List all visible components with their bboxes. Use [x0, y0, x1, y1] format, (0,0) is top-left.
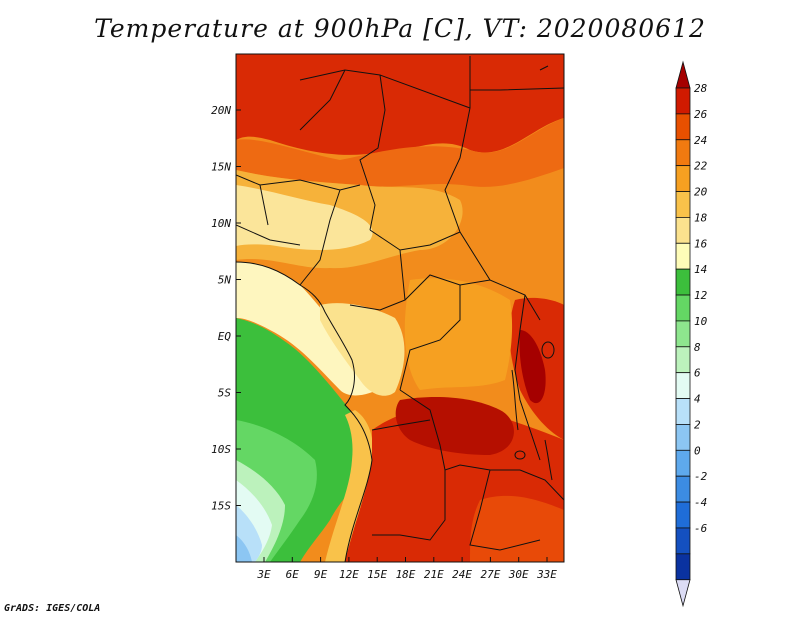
colorbar-label: -6: [694, 522, 708, 535]
latitude-axis: 20N 15N 10N 5N EQ 5S 10S 15S: [211, 104, 241, 513]
congo-basin-field: [404, 278, 513, 390]
colorbar-label: 16: [694, 237, 708, 250]
west-africa-cool: [236, 185, 373, 250]
colorbar-label: 28: [694, 82, 708, 95]
lakes: [511, 341, 555, 481]
colorbar-label: 26: [694, 108, 708, 121]
central-africa-field: [320, 303, 405, 396]
lon-label: 3E: [256, 568, 271, 581]
lat-label: EQ: [218, 330, 232, 343]
lon-label: 6E: [286, 568, 300, 581]
colorbar-swatch: [675, 320, 691, 348]
colorbar-label: 6: [694, 367, 701, 380]
lon-label: 12E: [339, 568, 359, 581]
colorbar-swatch: [675, 113, 691, 141]
colorbar-swatch: [675, 501, 691, 529]
lat-label: 10N: [211, 217, 231, 230]
colorbar-label: 18: [694, 211, 708, 224]
colorbar-swatch: [675, 294, 691, 322]
colorbar-top-arrow: [675, 60, 691, 89]
colorbar-label: 12: [694, 289, 708, 302]
north-orange-band: [236, 118, 564, 187]
temperature-field: [236, 54, 564, 562]
colorbar-label: -2: [694, 470, 708, 483]
colorbar-label: 10: [694, 315, 708, 328]
lon-label: 30E: [508, 568, 529, 581]
colorbar-label: 24: [694, 134, 707, 147]
colorbar-label: -4: [694, 496, 707, 509]
colorbar-swatch: [675, 165, 691, 192]
colorbar-swatch: [675, 346, 691, 374]
lat-label: 5N: [218, 274, 232, 287]
figure-title: Temperature at 900hPa [C], VT: 202008061…: [94, 14, 706, 43]
country-borders: [236, 56, 564, 562]
colorbar-label: 20: [694, 186, 708, 199]
lon-label: 27E: [480, 568, 500, 581]
colorbar-label: 0: [694, 444, 701, 457]
lon-label: 15E: [367, 568, 387, 581]
atlantic-blue: [236, 535, 252, 562]
lat-label: 15S: [211, 500, 231, 513]
longitude-axis: 3E 6E 9E 12E 15E 18E 21E 24E 27E 30E 33E: [256, 557, 557, 581]
colorbar-label: 8: [694, 341, 701, 354]
colorbar-swatch: [675, 268, 691, 296]
colorbar-swatch: [675, 87, 691, 115]
angola-coast-strip: [325, 410, 373, 562]
lake-malawi: [544, 439, 553, 481]
southeast-zone: [470, 495, 564, 562]
lat-label: 15N: [211, 161, 231, 174]
colorbar-swatch: [675, 242, 691, 270]
colorbar-label: 2: [694, 418, 701, 431]
map-frame: [235, 53, 565, 563]
lon-label: 21E: [424, 568, 444, 581]
lake-tanganyika: [511, 369, 519, 431]
lon-label: 33E: [536, 568, 557, 581]
east-africa-core: [519, 330, 546, 404]
colorbar-label: 4: [694, 393, 701, 406]
software-credit: GrADS: IGES/COLA: [4, 603, 101, 614]
colorbar-swatch: [675, 191, 691, 218]
colorbar-swatch: [675, 553, 691, 581]
lat-label: 10S: [211, 443, 231, 456]
lon-label: 18E: [396, 568, 416, 581]
north-hot-band: [236, 54, 564, 155]
colorbar-bottom-arrow: [675, 579, 691, 608]
lon-label: 24E: [452, 568, 472, 581]
lat-label: 5S: [218, 387, 232, 400]
colorbar-swatch: [675, 372, 691, 399]
lake-mweru: [514, 450, 526, 460]
colorbar-swatch: [675, 475, 691, 503]
colorbar-swatch: [675, 216, 691, 244]
colorbar-swatch: [675, 527, 691, 555]
colorbar-label: 22: [694, 160, 708, 173]
lake-victoria: [541, 341, 555, 359]
southern-core: [395, 397, 514, 455]
colorbar-label: 14: [694, 263, 707, 276]
colorbar-swatch: [675, 398, 691, 425]
colorbar-swatch: [675, 139, 691, 167]
lon-label: 9E: [314, 568, 328, 581]
colorbar-swatch: [675, 424, 691, 451]
lat-label: 20N: [211, 104, 231, 117]
colorbar-swatch: [675, 449, 691, 477]
